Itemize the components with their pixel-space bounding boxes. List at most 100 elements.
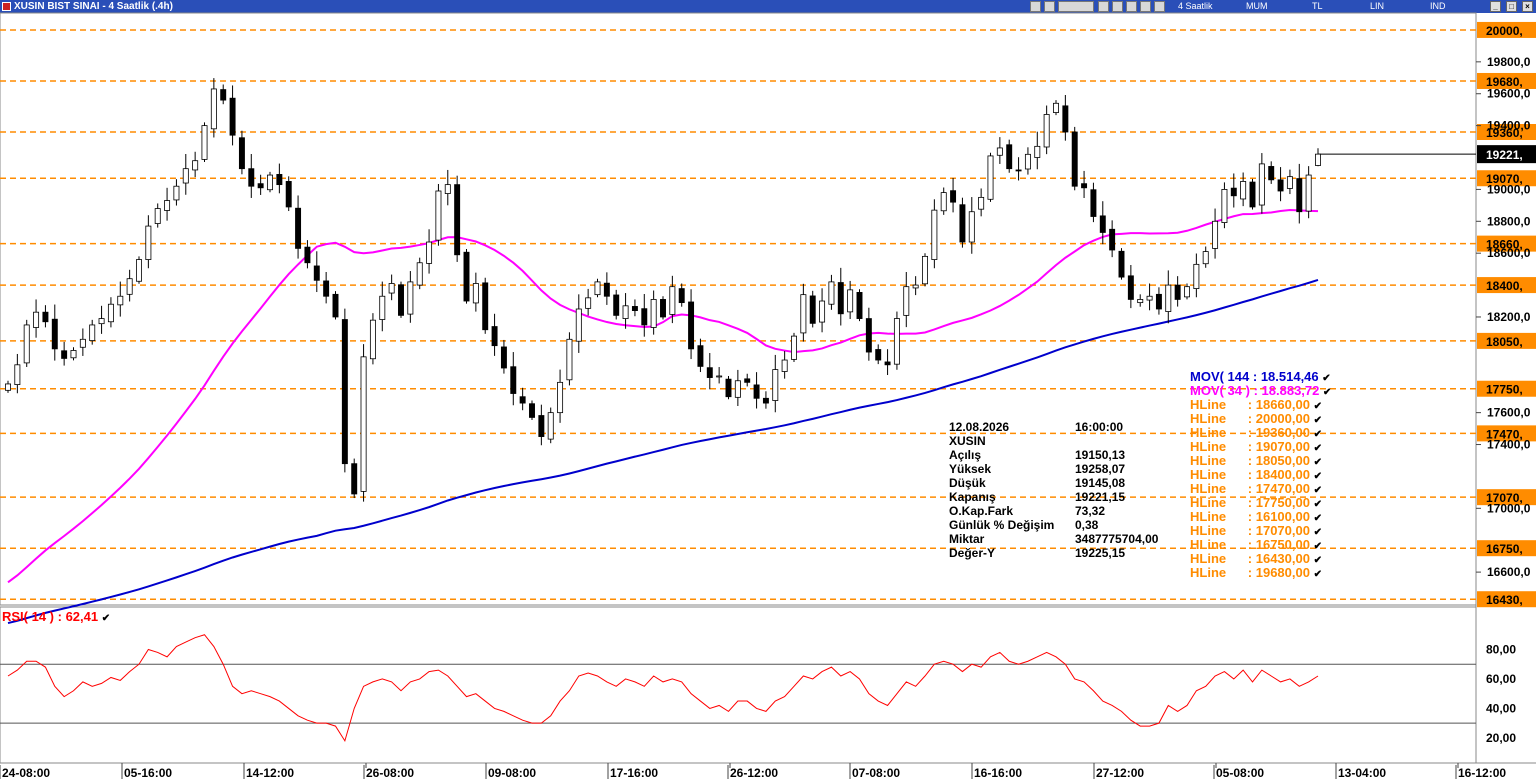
candle-body [1015, 169, 1022, 172]
toolbar-indicators[interactable]: IND [1430, 1, 1446, 11]
rsi-tick-label: 80,00 [1486, 642, 1516, 656]
candle-body [697, 345, 704, 367]
candle-body [1249, 181, 1256, 208]
hline-label: 18660, [1486, 238, 1523, 252]
toolbar-period[interactable]: 4 Saatlik [1178, 1, 1213, 11]
candle-body [996, 147, 1003, 156]
toolbar-scale[interactable]: LIN [1370, 1, 1385, 11]
candle-body [1268, 166, 1275, 181]
y-tick-label: 18200,0 [1487, 310, 1531, 324]
mov144-legend[interactable]: MOV( 144 : 18.514,46 ✔ [1190, 369, 1331, 384]
hline-legend-item[interactable]: HLine : 17470,00 ✔ [1190, 481, 1322, 496]
candle-body [304, 246, 311, 264]
candle-body [716, 375, 723, 378]
candle-body [173, 185, 180, 201]
info-value: 19150,13 [1075, 448, 1126, 462]
candle-body [622, 305, 629, 319]
candle-body [1230, 187, 1237, 197]
hline-legend-item[interactable]: HLine : 16430,00 ✔ [1190, 551, 1322, 566]
hline-label: 16750, [1486, 542, 1523, 556]
rsi-line [7, 634, 1319, 743]
hline-label-bg [1477, 425, 1536, 442]
candle-body [547, 412, 554, 440]
hline-label: 17750, [1486, 383, 1523, 397]
candle-body [884, 361, 891, 366]
candle-body [585, 297, 592, 309]
candle-body [51, 318, 58, 350]
toolbar-icon[interactable] [1154, 1, 1165, 12]
hline-legend-item[interactable]: HLine : 17070,00 ✔ [1190, 523, 1322, 538]
toolbar-icon[interactable] [1126, 1, 1137, 12]
x-tick-label: 14-12:00 [246, 766, 294, 779]
rsi-legend[interactable]: RSI( 14 ) : 62,41 ✔ [2, 609, 111, 624]
info-value: 3487775704,00 [1075, 532, 1159, 546]
minimize-button[interactable]: _ [1490, 1, 1501, 12]
candle-body [978, 196, 985, 210]
candle-body [575, 308, 582, 342]
toolbar-chart-type[interactable]: MUM [1246, 1, 1268, 11]
hline-legend-item[interactable]: HLine : 18400,00 ✔ [1190, 467, 1322, 482]
toolbar-icon[interactable] [1030, 1, 1041, 12]
candle-body [529, 403, 535, 418]
candle-body [1024, 153, 1031, 170]
candle-body [70, 350, 77, 359]
hline-legend-item[interactable]: HLine : 17750,00 ✔ [1190, 495, 1322, 510]
hline-legend-item[interactable]: HLine : 16750,00 ✔ [1190, 537, 1322, 552]
mov34-legend[interactable]: MOV( 34 ) : 18.883,72 ✔ [1190, 383, 1332, 398]
hline-legend-item[interactable]: HLine : 18050,00 ✔ [1190, 453, 1322, 468]
hline-label: 17470, [1486, 427, 1523, 441]
hline-label-bg [1477, 72, 1536, 89]
toolbar-icon[interactable] [1098, 1, 1109, 12]
hline-legend-item[interactable]: HLine : 19680,00 ✔ [1190, 565, 1322, 580]
toolbar-icon[interactable] [1112, 1, 1123, 12]
candle-body [61, 350, 68, 359]
candle-body [5, 383, 11, 391]
candle-body [182, 168, 189, 184]
candle-body [1127, 275, 1134, 300]
hline-label-bg [1477, 124, 1536, 140]
candle-body [313, 265, 320, 281]
y-tick-label: 19600,0 [1487, 87, 1531, 101]
candle-body [800, 294, 807, 334]
hline-legend-item[interactable]: HLine : 18660,00 ✔ [1190, 397, 1322, 412]
hline-legend-item[interactable]: HLine : 19360,00 ✔ [1190, 425, 1322, 440]
mov34-line [7, 208, 1319, 584]
close-button[interactable]: × [1522, 1, 1533, 12]
candle-body [641, 308, 648, 326]
hline-label: 20000, [1486, 24, 1523, 38]
candle-body [669, 286, 676, 315]
y-tick-label: 19400,0 [1487, 119, 1531, 133]
candle-body [688, 301, 695, 350]
candle-body [809, 295, 816, 324]
candle-body [566, 338, 573, 381]
candle-body [772, 369, 779, 401]
candle-body [762, 397, 769, 404]
candle-body [603, 282, 610, 297]
toolbar-icon[interactable] [1044, 1, 1055, 12]
toolbar-icon[interactable] [1140, 1, 1151, 12]
info-value: 19221,15 [1075, 490, 1126, 504]
candle-body [987, 155, 994, 200]
rsi-panel-frame [0, 606, 1477, 764]
toolbar-field[interactable] [1058, 1, 1094, 12]
candle-body [847, 289, 854, 313]
maximize-button[interactable]: □ [1506, 1, 1517, 12]
candle-body [482, 282, 489, 331]
info-label: O.Kap.Fark [949, 504, 1014, 518]
hline-legend-item[interactable]: HLine : 19070,00 ✔ [1190, 439, 1322, 454]
hline-legend-item[interactable]: HLine : 20000,00 ✔ [1190, 411, 1322, 426]
candle-body [1277, 179, 1284, 192]
candle-body [1258, 163, 1265, 206]
info-value: 19225,15 [1075, 546, 1126, 560]
candle-body [1286, 176, 1293, 189]
candle-body [828, 281, 835, 305]
hline-label-bg [1477, 277, 1536, 294]
candle-body [1221, 189, 1228, 223]
y-tick-label: 18800,0 [1487, 214, 1531, 228]
candle-body [781, 359, 788, 372]
x-tick-label: 16-12:00 [1458, 766, 1506, 779]
toolbar-currency[interactable]: TL [1312, 1, 1323, 11]
hline-legend-item[interactable]: HLine : 16100,00 ✔ [1190, 509, 1322, 524]
candle-body [1212, 220, 1219, 249]
